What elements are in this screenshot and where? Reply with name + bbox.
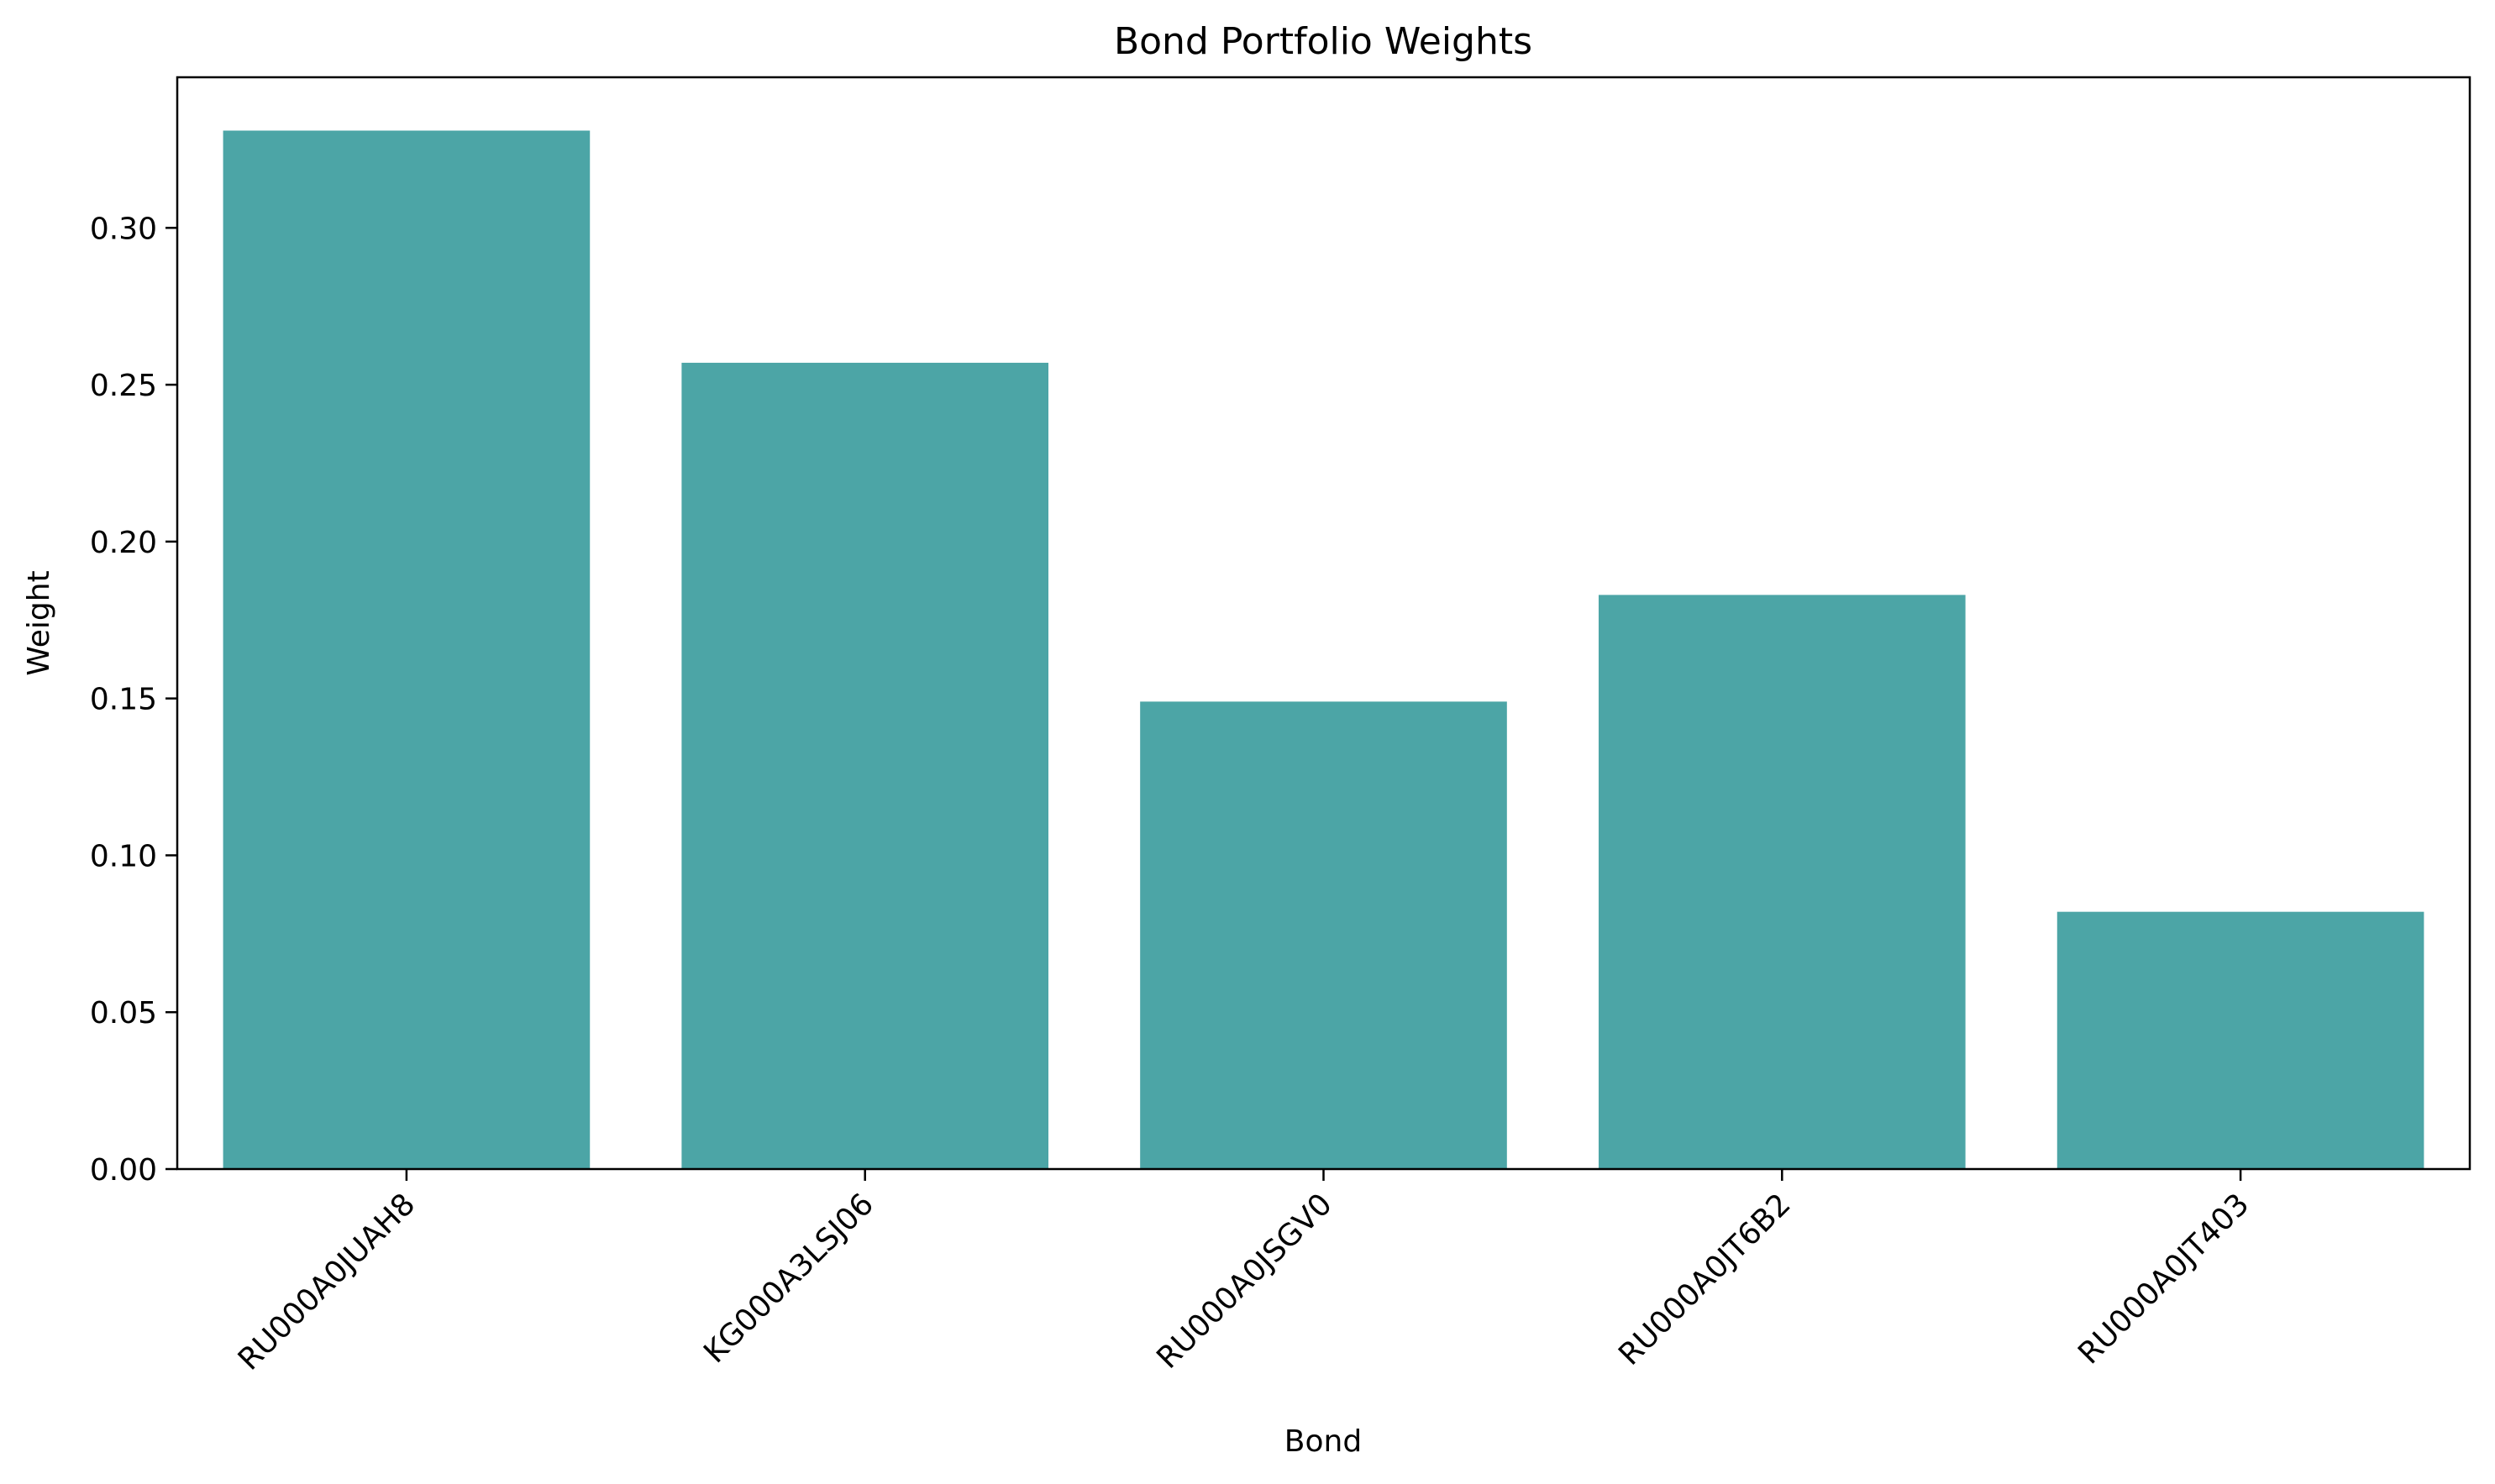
x-tick-label: RU000A0JT6B2: [1612, 1187, 1797, 1371]
bar: [223, 130, 591, 1169]
x-tick-label: RU000A0JT403: [2072, 1187, 2256, 1371]
bar: [1140, 701, 1507, 1169]
bar: [681, 362, 1049, 1169]
y-tick-label: 0.00: [90, 1153, 157, 1188]
chart-title: Bond Portfolio Weights: [1114, 20, 1532, 63]
bar: [2056, 911, 2424, 1169]
x-axis: RU000A0JUAH8 KG000A3LSJ06 RU000A0JSGV0 RU00…: [232, 1169, 2256, 1377]
y-tick-label: 0.30: [90, 212, 157, 246]
y-tick-label: 0.20: [90, 526, 157, 560]
y-axis-label: Weight: [22, 570, 56, 675]
x-tick-label: RU000A0JSGV0: [1150, 1187, 1339, 1376]
x-tick-label: RU000A0JUAH8: [232, 1187, 422, 1377]
x-tick-label: KG000A3LSJ06: [697, 1187, 880, 1370]
x-axis-label: Bond: [1284, 1424, 1362, 1459]
y-tick-label: 0.25: [90, 369, 157, 403]
bars-layer: [223, 130, 2424, 1169]
y-tick-label: 0.10: [90, 839, 157, 873]
y-tick-label: 0.15: [90, 683, 157, 717]
y-axis: 0.00 0.05 0.10 0.15 0.20 0.25 0.30: [90, 212, 177, 1188]
bar: [1598, 595, 1966, 1169]
y-tick-label: 0.05: [90, 996, 157, 1030]
